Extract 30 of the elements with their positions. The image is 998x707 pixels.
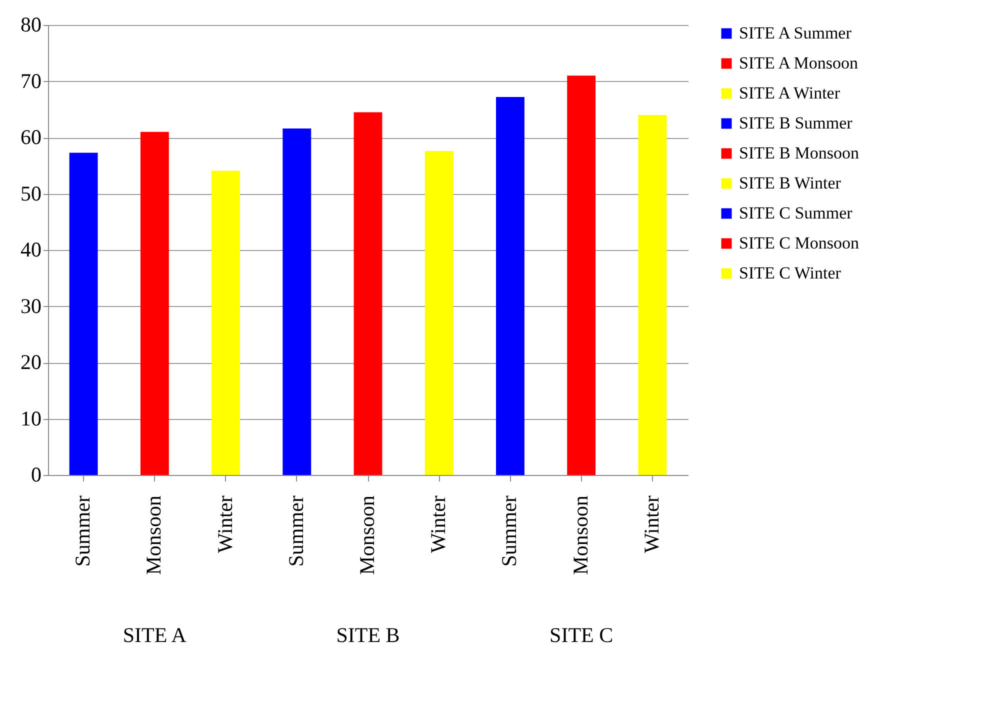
legend-label: SITE B Summer bbox=[739, 114, 853, 132]
x-tick-label: Winter bbox=[212, 496, 237, 553]
x-tick-label: Monsoon bbox=[142, 495, 166, 575]
legend-label: SITE C Summer bbox=[739, 204, 853, 222]
text: SITE A bbox=[122, 623, 188, 647]
y-tick-label: 30 bbox=[20, 294, 42, 318]
y-tick-label: 50 bbox=[20, 181, 42, 206]
legend-label: SITE B Winter bbox=[739, 174, 842, 192]
y-tick-label: 10 bbox=[20, 406, 42, 430]
y-tick-label: 40 bbox=[20, 238, 42, 262]
text: SITE C bbox=[550, 623, 614, 647]
x-tick-label: Monsoon bbox=[355, 495, 379, 575]
x-tick-label: Summer bbox=[70, 496, 95, 567]
text: SITE B bbox=[336, 623, 400, 647]
legend-label: SITE C Winter bbox=[739, 264, 842, 282]
y-tick-label: 60 bbox=[20, 125, 42, 149]
x-tick-label: Summer bbox=[497, 496, 522, 567]
x-tick-label: Winter bbox=[639, 496, 664, 553]
legend-label: SITE A Monsoon bbox=[739, 54, 859, 72]
legend-label: SITE A Winter bbox=[739, 84, 840, 102]
y-tick-label: 0 bbox=[31, 462, 42, 486]
x-tick-label: Monsoon bbox=[568, 495, 592, 575]
x-tick-label: Winter bbox=[426, 496, 450, 553]
y-tick-label: 70 bbox=[20, 68, 42, 93]
legend-label: SITE B Monsoon bbox=[739, 144, 860, 162]
y-tick-label: 80 bbox=[20, 12, 42, 36]
legend-label: SITE A Summer bbox=[739, 24, 852, 42]
legend-label: SITE C Monsoon bbox=[739, 234, 860, 252]
y-tick-label: 20 bbox=[20, 350, 42, 374]
x-tick-label: Summer bbox=[284, 496, 308, 567]
